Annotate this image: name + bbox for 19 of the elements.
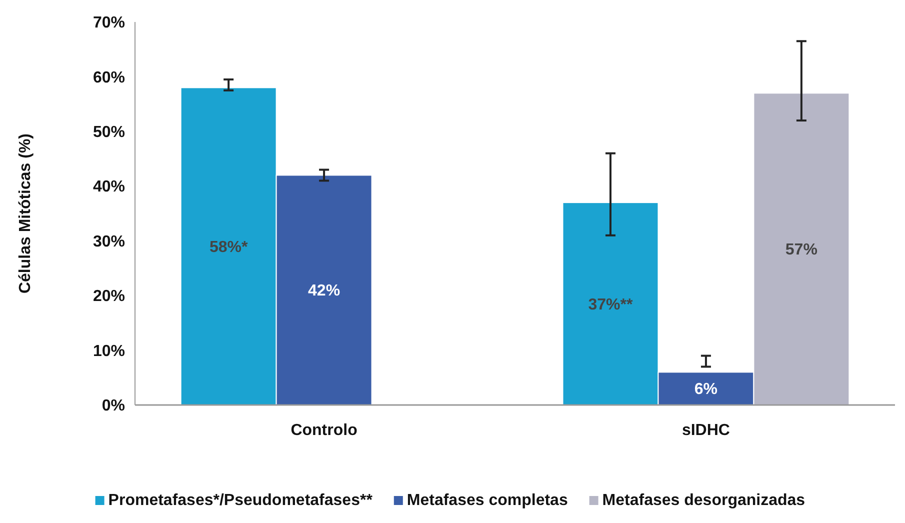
y-tick-label: 0% (102, 398, 125, 415)
y-tick-label: 70% (92, 14, 125, 32)
y-axis-title: Células Mitóticas (%) (17, 133, 34, 294)
data-label: 58%* (209, 238, 248, 256)
legend-label: Metafases desorganizadas (602, 492, 806, 509)
data-label: 37%** (588, 296, 634, 314)
y-tick-label: 10% (92, 342, 125, 360)
y-tick-label: 60% (92, 69, 125, 86)
data-label: 42% (308, 282, 340, 300)
y-tick-label: 50% (92, 124, 125, 142)
y-tick-label: 20% (92, 288, 125, 306)
y-tick-label: 40% (92, 178, 125, 196)
x-tick-label: Controlo (290, 422, 358, 439)
y-tick-label: 30% (92, 233, 125, 250)
data-label: 57% (785, 242, 818, 259)
data-label: 6% (694, 381, 718, 398)
x-tick-label: sIDHC (682, 422, 730, 439)
legend-label: Prometafases*/Pseudometafases** (108, 492, 374, 509)
legend-label: Metafases completas (406, 492, 568, 509)
